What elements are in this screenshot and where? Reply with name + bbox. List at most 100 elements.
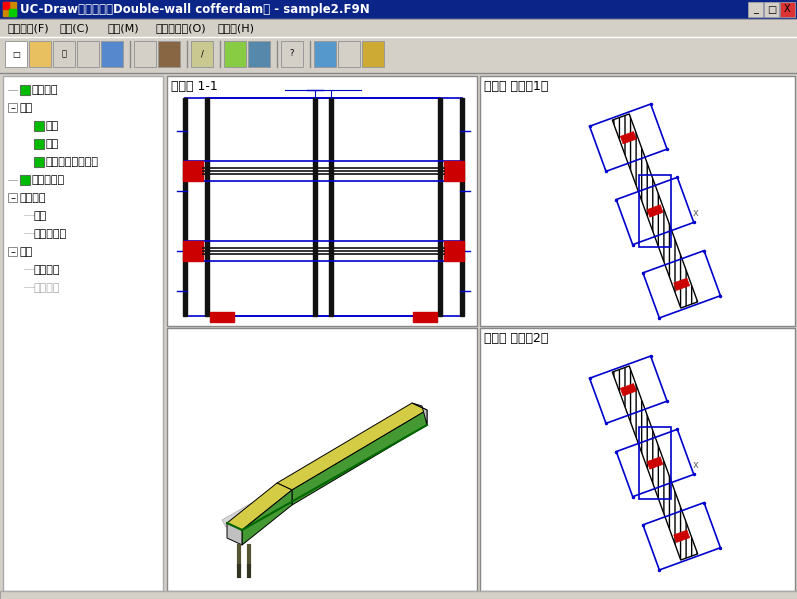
Text: 図面生成: 図面生成 [34, 265, 61, 275]
Text: –: – [10, 247, 15, 257]
Bar [338, 41, 360, 67]
Text: x: x [693, 460, 699, 470]
Text: オプション(O): オプション(O) [156, 23, 206, 33]
Bar [34, 121, 44, 131]
Bar [0, 37, 797, 73]
Bar [444, 161, 464, 181]
Bar [53, 41, 75, 67]
Bar [34, 157, 44, 167]
Bar [748, 2, 763, 17]
Bar [185, 161, 462, 181]
Bar [167, 76, 477, 326]
Bar [329, 98, 333, 316]
Polygon shape [227, 523, 242, 545]
Bar [480, 328, 795, 591]
Bar [3, 2, 9, 9]
Bar [8, 247, 17, 256]
Text: x: x [693, 208, 699, 218]
Text: 図面: 図面 [20, 247, 33, 257]
Bar [21, 176, 29, 184]
Text: 条件(C): 条件(C) [60, 23, 90, 33]
Text: 平面図 引張材2段: 平面図 引張材2段 [484, 331, 548, 344]
Bar [20, 85, 30, 95]
Bar [183, 241, 203, 261]
Bar [35, 140, 43, 148]
Polygon shape [620, 132, 636, 144]
Polygon shape [227, 483, 292, 530]
Bar [8, 193, 17, 202]
Text: –: – [10, 193, 15, 203]
Bar [35, 122, 43, 130]
Polygon shape [222, 406, 424, 527]
Text: ----: ---- [24, 229, 36, 238]
Bar [8, 103, 17, 112]
Bar [438, 98, 442, 316]
Text: 形状: 形状 [20, 103, 33, 113]
Bar [224, 41, 246, 67]
Bar [281, 41, 303, 67]
Polygon shape [647, 205, 663, 217]
Bar [185, 241, 462, 261]
Text: –: – [10, 103, 15, 113]
Text: ----: ---- [24, 211, 36, 220]
Bar [20, 175, 30, 185]
Text: 鋼材(M): 鋼材(M) [108, 23, 139, 33]
Bar [780, 2, 795, 17]
Bar [210, 312, 234, 322]
Bar [314, 41, 336, 67]
Text: 図面確認: 図面確認 [34, 283, 61, 293]
Text: 引張材・膨起し材: 引張材・膨起し材 [46, 157, 99, 167]
Text: □: □ [767, 5, 776, 14]
Bar [3, 76, 163, 591]
Polygon shape [242, 490, 292, 545]
Bar [248, 41, 270, 67]
Text: □: □ [12, 50, 20, 59]
Bar [413, 312, 437, 322]
Bar [77, 41, 99, 67]
Bar [191, 41, 213, 67]
Bar [205, 98, 209, 316]
Bar [183, 98, 187, 316]
Bar [362, 41, 384, 67]
Text: ?: ? [290, 50, 294, 59]
Text: 💾: 💾 [61, 50, 66, 59]
Text: UC-Drawツールズ（Double-wall cofferdam） - sample2.F9N: UC-Drawツールズ（Double-wall cofferdam） - sam… [20, 3, 370, 16]
Bar [207, 98, 440, 316]
Text: 設計条件表: 設計条件表 [32, 175, 65, 185]
Text: ファイル(F): ファイル(F) [8, 23, 49, 33]
Text: /: / [201, 50, 203, 59]
Text: 平面図 引張材1段: 平面図 引張材1段 [484, 80, 548, 92]
Text: ----: ---- [24, 265, 36, 274]
Bar [9, 9, 16, 16]
Bar [167, 328, 477, 591]
Polygon shape [412, 403, 427, 425]
Bar [101, 41, 123, 67]
Text: 計算書生成: 計算書生成 [34, 229, 67, 239]
Bar [185, 98, 462, 316]
Bar [35, 158, 43, 166]
Text: 数量計算: 数量計算 [20, 193, 46, 203]
Text: ヘルプ(H): ヘルプ(H) [218, 23, 255, 33]
Bar [183, 161, 203, 181]
Polygon shape [292, 410, 427, 505]
Bar [0, 73, 797, 595]
Text: 基本情報: 基本情報 [32, 85, 58, 95]
Polygon shape [620, 383, 636, 396]
Bar [480, 76, 795, 326]
Bar [5, 41, 27, 67]
Bar [313, 98, 317, 316]
Bar [0, 591, 797, 599]
Bar [34, 139, 44, 149]
Polygon shape [673, 530, 689, 543]
Bar [29, 41, 51, 67]
Polygon shape [673, 278, 689, 291]
Bar [158, 41, 180, 67]
Text: 条件: 条件 [34, 211, 47, 221]
Polygon shape [612, 114, 697, 308]
Text: 平面: 平面 [46, 121, 59, 131]
Text: _: _ [753, 5, 758, 14]
Polygon shape [647, 457, 663, 469]
Bar [0, 0, 797, 19]
Bar [460, 98, 464, 316]
Bar [134, 41, 156, 67]
